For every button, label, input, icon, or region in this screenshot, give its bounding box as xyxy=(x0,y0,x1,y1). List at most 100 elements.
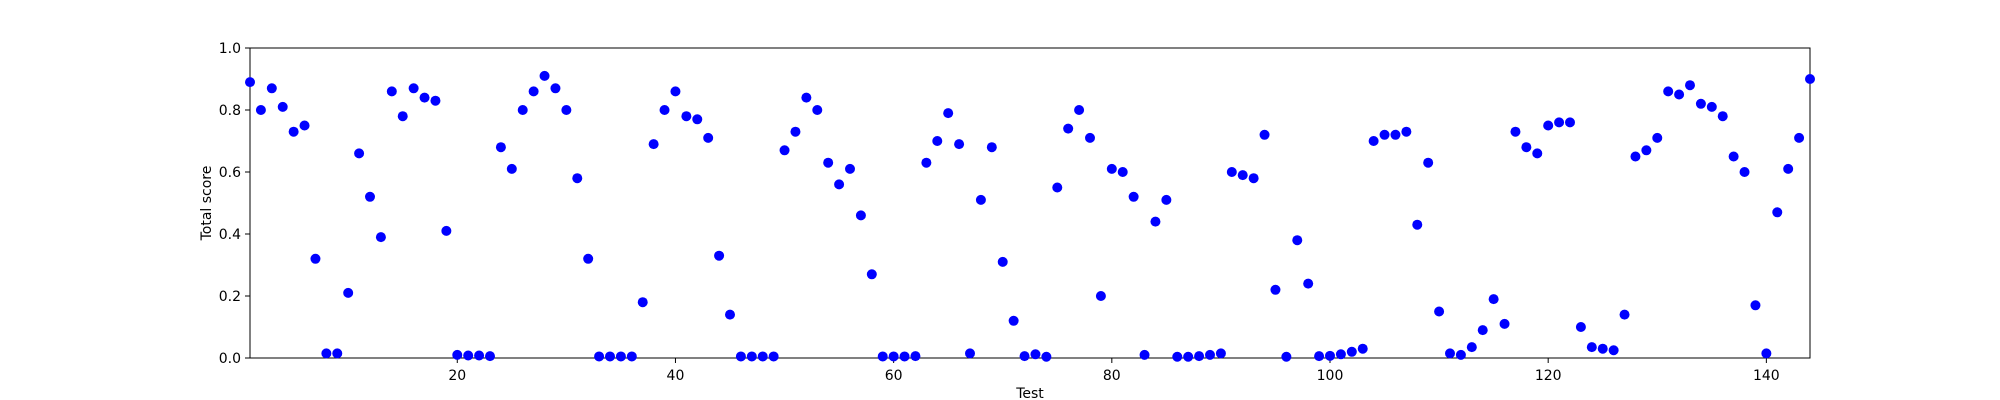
data-point xyxy=(375,232,386,243)
data-point xyxy=(299,120,310,131)
data-point xyxy=(834,179,845,190)
data-point xyxy=(1805,74,1815,84)
x-tick-label: 20 xyxy=(448,368,466,384)
data-point xyxy=(1543,120,1554,131)
data-point xyxy=(1630,151,1641,162)
data-point xyxy=(692,114,703,125)
data-point xyxy=(485,351,495,362)
data-point xyxy=(932,136,943,146)
data-point xyxy=(1106,163,1117,174)
data-point xyxy=(1510,126,1521,137)
data-point xyxy=(1019,351,1030,362)
data-point xyxy=(637,297,648,308)
data-point xyxy=(1259,129,1270,140)
data-point xyxy=(866,269,877,280)
data-point xyxy=(1030,349,1041,360)
data-point xyxy=(1565,117,1575,128)
data-point xyxy=(855,210,866,221)
data-point xyxy=(1325,350,1335,361)
data-point xyxy=(1739,167,1750,177)
data-point xyxy=(877,351,888,362)
data-point xyxy=(1052,182,1063,193)
data-point xyxy=(1434,306,1445,317)
y-tick-label: 0.6 xyxy=(219,165,241,181)
data-point xyxy=(343,287,354,298)
plot-border xyxy=(249,47,1811,359)
data-points xyxy=(245,70,1815,362)
data-point xyxy=(1488,294,1499,305)
data-point xyxy=(1237,170,1248,181)
data-point xyxy=(1455,349,1466,360)
data-point xyxy=(539,70,550,81)
data-point xyxy=(452,349,463,360)
data-point xyxy=(266,83,277,94)
data-point xyxy=(899,351,910,362)
data-point xyxy=(943,108,954,119)
data-point xyxy=(1619,309,1630,320)
data-point xyxy=(812,105,823,115)
data-point xyxy=(1750,300,1761,311)
data-point xyxy=(845,163,855,174)
data-point xyxy=(1390,129,1401,140)
data-point xyxy=(605,351,615,362)
data-point xyxy=(626,351,637,362)
data-point xyxy=(1314,351,1325,362)
data-point xyxy=(495,142,506,153)
data-point xyxy=(648,139,659,150)
data-point xyxy=(615,351,626,362)
data-point xyxy=(1095,291,1106,301)
data-point xyxy=(1248,173,1259,184)
data-point xyxy=(550,83,561,94)
data-point xyxy=(583,253,594,264)
data-point xyxy=(441,225,452,236)
data-point xyxy=(1335,349,1346,360)
data-point xyxy=(986,142,997,153)
data-point xyxy=(463,350,474,361)
data-point xyxy=(888,351,899,362)
data-point xyxy=(1063,123,1074,134)
x-tick-label: 40 xyxy=(667,368,685,384)
data-point xyxy=(1521,142,1532,153)
data-point xyxy=(310,253,321,264)
data-point xyxy=(975,194,986,205)
data-point xyxy=(561,105,572,115)
data-point xyxy=(1499,318,1510,329)
data-point xyxy=(506,163,517,174)
data-point xyxy=(659,105,670,115)
data-point xyxy=(517,105,528,115)
x-tick-label: 120 xyxy=(1535,368,1562,384)
data-point xyxy=(801,92,812,103)
data-point xyxy=(1205,349,1215,360)
data-point xyxy=(670,86,681,97)
data-point xyxy=(1346,346,1357,357)
data-point xyxy=(1303,278,1314,289)
data-point xyxy=(245,77,255,88)
x-tick-label: 60 xyxy=(885,368,903,384)
data-point xyxy=(1172,351,1183,362)
data-point xyxy=(572,173,583,184)
data-point xyxy=(681,111,692,122)
data-point xyxy=(430,95,441,106)
data-point xyxy=(1139,349,1150,360)
data-point xyxy=(1128,191,1139,202)
data-point xyxy=(1608,345,1619,356)
x-axis: 20 40 60 80 100 120 140 xyxy=(448,358,1780,384)
data-point xyxy=(1663,86,1674,97)
data-point xyxy=(277,101,288,112)
data-point xyxy=(1194,351,1205,362)
data-point xyxy=(1586,342,1597,353)
data-point xyxy=(1074,105,1085,115)
x-tick-label: 100 xyxy=(1317,368,1344,384)
data-point xyxy=(397,111,408,122)
data-point xyxy=(954,139,965,150)
data-point xyxy=(1008,315,1019,326)
data-point xyxy=(1379,129,1390,140)
data-point xyxy=(1226,167,1237,177)
data-point xyxy=(386,86,397,97)
data-point xyxy=(921,157,932,168)
data-point xyxy=(1554,117,1565,128)
data-point xyxy=(288,126,299,137)
y-tick-label: 0.4 xyxy=(219,227,241,243)
data-point xyxy=(332,348,343,359)
